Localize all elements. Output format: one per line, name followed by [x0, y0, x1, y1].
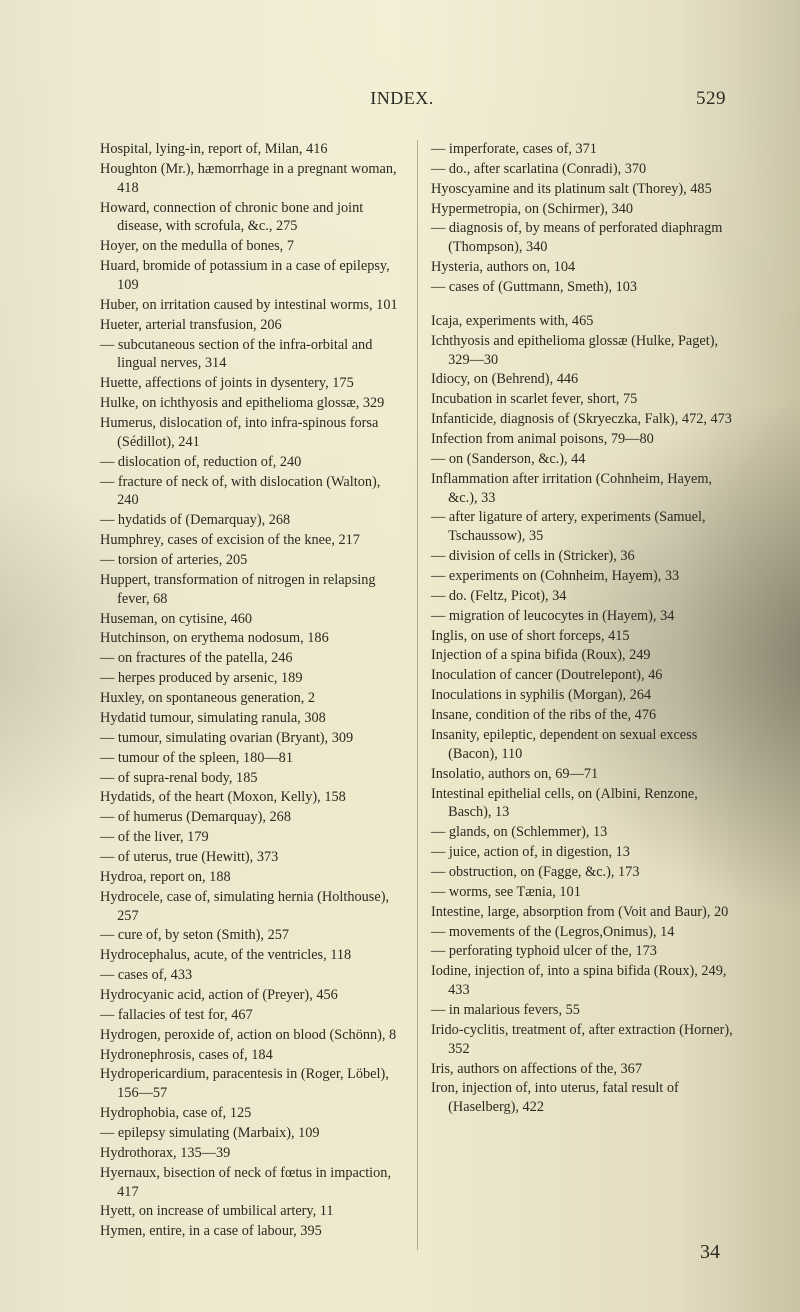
index-entry: Icaja, experiments with, 465: [431, 312, 734, 331]
index-entry: — after ligature of artery, experiments …: [431, 508, 734, 546]
index-entry: Hyoscyamine and its platinum salt (Thore…: [431, 180, 734, 199]
index-entry: — on fractures of the patella, 246: [100, 649, 403, 668]
index-entry: Iris, authors on affections of the, 367: [431, 1060, 734, 1079]
index-entry: Howard, connection of chronic bone and j…: [100, 199, 403, 237]
index-entry: Iron, injection of, into uterus, fatal r…: [431, 1079, 734, 1117]
index-entry: — fallacies of test for, 467: [100, 1006, 403, 1025]
index-entry: Inoculation of cancer (Doutrelepont), 46: [431, 666, 734, 685]
index-entry: Hydronephrosis, cases of, 184: [100, 1046, 403, 1065]
index-entry: — glands, on (Schlemmer), 13: [431, 823, 734, 842]
index-entry: — herpes produced by arsenic, 189: [100, 669, 403, 688]
running-header: INDEX. 529: [108, 88, 726, 110]
index-entry: Insanity, epileptic, dependent on sexual…: [431, 726, 734, 764]
index-entry: Injection of a spina bifida (Roux), 249: [431, 646, 734, 665]
index-entry: — cure of, by seton (Smith), 257: [100, 926, 403, 945]
index-entry: Hydatid tumour, simulating ranula, 308: [100, 709, 403, 728]
index-entry: Hymen, entire, in a case of labour, 395: [100, 1222, 403, 1241]
index-entry: Hydropericardium, paracentesis in (Roger…: [100, 1065, 403, 1103]
index-entry: — subcutaneous section of the infra-orbi…: [100, 336, 403, 374]
index-columns: Hospital, lying-in, report of, Milan, 41…: [100, 140, 734, 1250]
index-entry: — perforating typhoid ulcer of the, 173: [431, 942, 734, 961]
index-entry: Inglis, on use of short forceps, 415: [431, 627, 734, 646]
page-number: 529: [696, 88, 726, 110]
index-entry: Huppert, transformation of nitrogen in r…: [100, 571, 403, 609]
index-entry: Hydatids, of the heart (Moxon, Kelly), 1…: [100, 788, 403, 807]
index-entry: Irido-cyclitis, treatment of, after extr…: [431, 1021, 734, 1059]
index-entry: — worms, see Tænia, 101: [431, 883, 734, 902]
index-entry: — epilepsy simulating (Marbaix), 109: [100, 1124, 403, 1143]
index-entry: — cases of (Guttmann, Smeth), 103: [431, 278, 734, 297]
index-entry: — dislocation of, reduction of, 240: [100, 453, 403, 472]
index-entry: Houghton (Mr.), hæmorrhage in a pregnant…: [100, 160, 403, 198]
index-entry: — of supra-renal body, 185: [100, 769, 403, 788]
index-entry: Hydrocephalus, acute, of the ventricles,…: [100, 946, 403, 965]
index-entry: Hydrogen, peroxide of, action on blood (…: [100, 1026, 403, 1045]
index-entry: Hospital, lying-in, report of, Milan, 41…: [100, 140, 403, 159]
page: INDEX. 529 Hospital, lying-in, report of…: [0, 0, 800, 1312]
index-entry: Hyernaux, bisection of neck of fœtus in …: [100, 1164, 403, 1202]
index-entry: — division of cells in (Stricker), 36: [431, 547, 734, 566]
index-entry: — of humerus (Demarquay), 268: [100, 808, 403, 827]
index-entry: Insane, condition of the ribs of the, 47…: [431, 706, 734, 725]
index-entry: Infanticide, diagnosis of (Skryeczka, Fa…: [431, 410, 734, 429]
index-entry: — tumour of the spleen, 180—81: [100, 749, 403, 768]
index-entry: Hydrocyanic acid, action of (Preyer), 45…: [100, 986, 403, 1005]
index-entry: Huard, bromide of potassium in a case of…: [100, 257, 403, 295]
index-entry: Hydrocele, case of, simulating hernia (H…: [100, 888, 403, 926]
index-entry: Insolatio, authors on, 69—71: [431, 765, 734, 784]
index-entry: — of the liver, 179: [100, 828, 403, 847]
index-entry: Hyett, on increase of umbilical artery, …: [100, 1202, 403, 1221]
index-entry: Intestinal epithelial cells, on (Albini,…: [431, 785, 734, 823]
index-entry: Idiocy, on (Behrend), 446: [431, 370, 734, 389]
index-entry: Humerus, dislocation of, into infra-spin…: [100, 414, 403, 452]
index-entry: — of uterus, true (Hewitt), 373: [100, 848, 403, 867]
index-entry: Huxley, on spontaneous generation, 2: [100, 689, 403, 708]
index-entry: — obstruction, on (Fagge, &c.), 173: [431, 863, 734, 882]
index-entry: — on (Sanderson, &c.), 44: [431, 450, 734, 469]
index-entry: — torsion of arteries, 205: [100, 551, 403, 570]
index-entry: Hypermetropia, on (Schirmer), 340: [431, 200, 734, 219]
index-entry: Huseman, on cytisine, 460: [100, 610, 403, 629]
index-entry: Infection from animal poisons, 79—80: [431, 430, 734, 449]
index-entry: Iodine, injection of, into a spina bifid…: [431, 962, 734, 1000]
index-title: INDEX.: [370, 88, 434, 109]
index-entry: — diagnosis of, by means of perforated d…: [431, 219, 734, 257]
index-entry: — juice, action of, in digestion, 13: [431, 843, 734, 862]
index-entry: Hulke, on ichthyosis and epithelioma glo…: [100, 394, 403, 413]
index-entry: Humphrey, cases of excision of the knee,…: [100, 531, 403, 550]
index-entry: Inoculations in syphilis (Morgan), 264: [431, 686, 734, 705]
index-entry: Intestine, large, absorption from (Voit …: [431, 903, 734, 922]
index-entry: — in malarious fevers, 55: [431, 1001, 734, 1020]
index-entry: Huette, affections of joints in dysenter…: [100, 374, 403, 393]
index-entry: — cases of, 433: [100, 966, 403, 985]
index-entry: — hydatids of (Demarquay), 268: [100, 511, 403, 530]
index-entry: Ichthyosis and epithelioma glossæ (Hulke…: [431, 332, 734, 370]
index-entry: Hutchinson, on erythema nodosum, 186: [100, 629, 403, 648]
index-entry: — do., after scarlatina (Conradi), 370: [431, 160, 734, 179]
signature-mark: 34: [700, 1241, 720, 1264]
section-gap: [431, 298, 734, 312]
index-entry: Hysteria, authors on, 104: [431, 258, 734, 277]
index-entry: — fracture of neck of, with dislocation …: [100, 473, 403, 511]
index-entry: Hoyer, on the medulla of bones, 7: [100, 237, 403, 256]
index-entry: Hueter, arterial transfusion, 206: [100, 316, 403, 335]
index-entry: Inflammation after irritation (Cohnheim,…: [431, 470, 734, 508]
index-entry: — experiments on (Cohnheim, Hayem), 33: [431, 567, 734, 586]
index-entry: — migration of leucocytes in (Hayem), 34: [431, 607, 734, 626]
index-entry: Hydrophobia, case of, 125: [100, 1104, 403, 1123]
index-entry: Hydrothorax, 135—39: [100, 1144, 403, 1163]
index-entry: — tumour, simulating ovarian (Bryant), 3…: [100, 729, 403, 748]
index-entry: Incubation in scarlet fever, short, 75: [431, 390, 734, 409]
index-entry: — movements of the (Legros,Onimus), 14: [431, 923, 734, 942]
index-entry: — do. (Feltz, Picot), 34: [431, 587, 734, 606]
index-entry: Hydroa, report on, 188: [100, 868, 403, 887]
index-entry: — imperforate, cases of, 371: [431, 140, 734, 159]
index-entry: Huber, on irritation caused by intestina…: [100, 296, 403, 315]
